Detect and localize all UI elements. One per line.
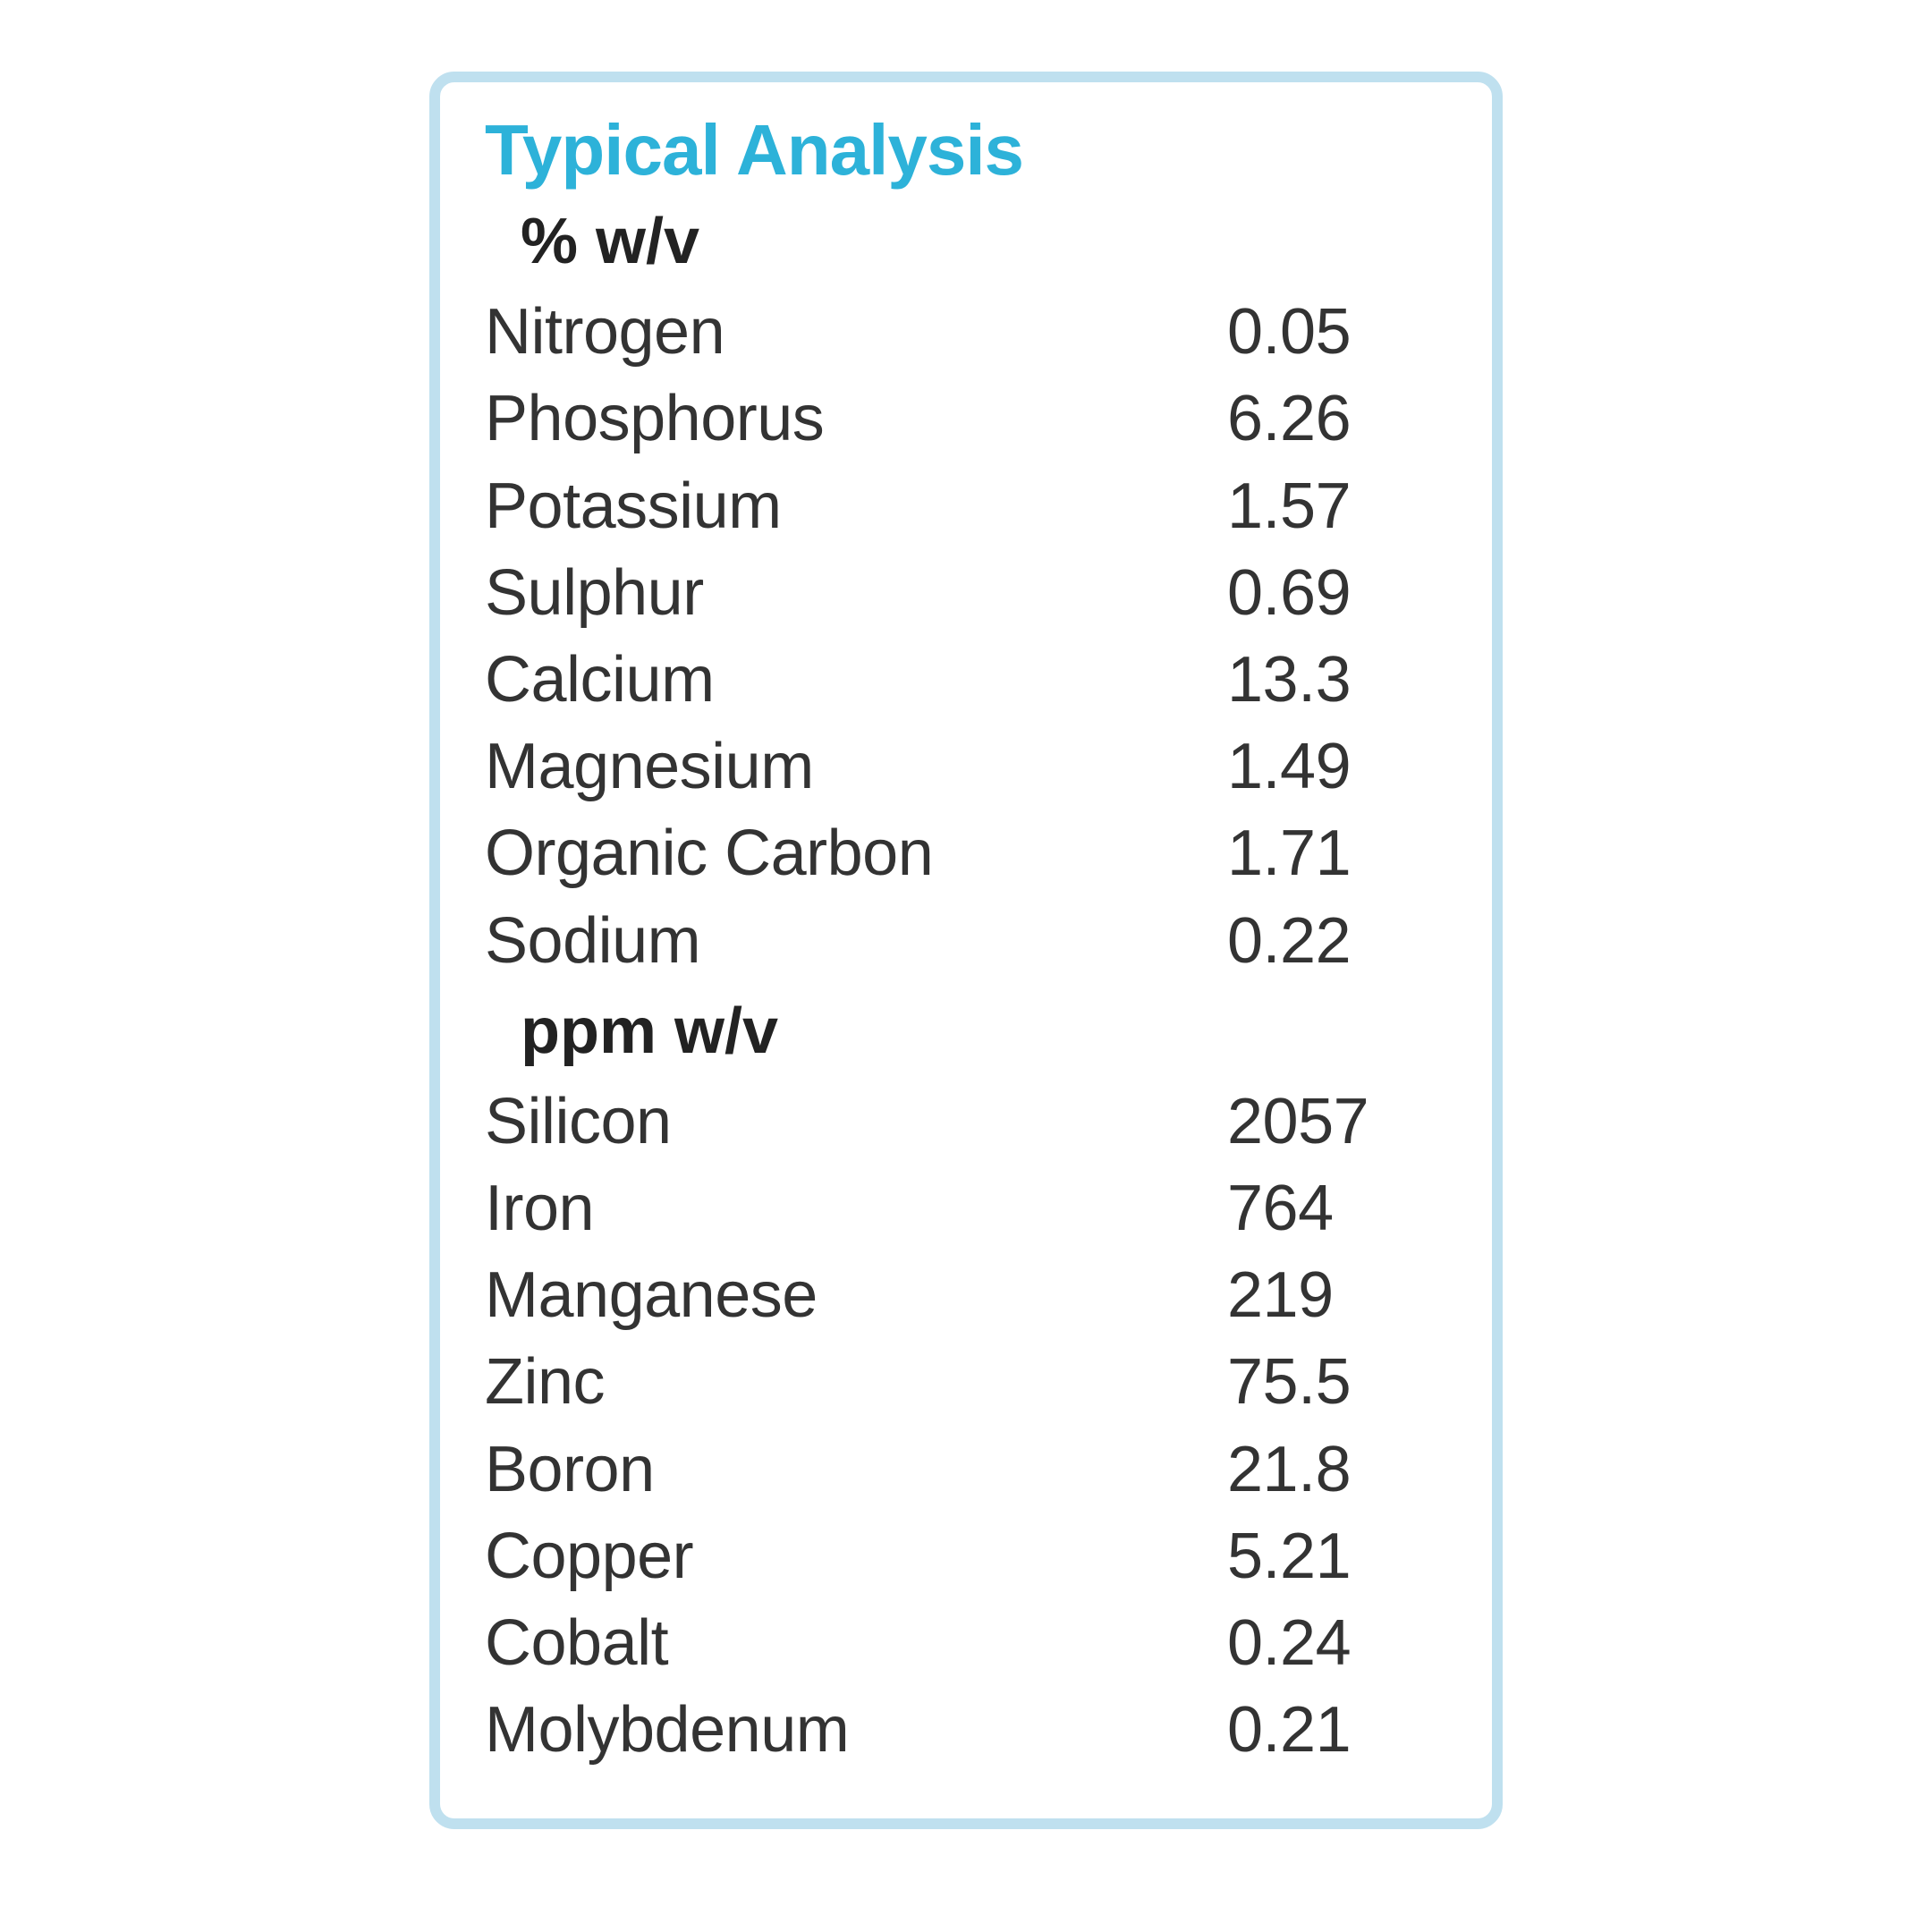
- element-label: Sodium: [485, 898, 1227, 985]
- element-value: 1.49: [1227, 724, 1351, 810]
- table-row: Organic Carbon1.71: [485, 810, 1447, 897]
- table-row: Boron21.8: [485, 1427, 1447, 1513]
- element-label: Sulphur: [485, 550, 1227, 637]
- table-row: Manganese219: [485, 1252, 1447, 1339]
- element-label: Zinc: [485, 1339, 1227, 1426]
- element-value: 0.69: [1227, 550, 1351, 637]
- element-value: 0.22: [1227, 898, 1351, 985]
- element-value: 764: [1227, 1165, 1334, 1252]
- analysis-panel: Typical Analysis % w/v Nitrogen0.05 Phos…: [429, 72, 1503, 1829]
- table-row: Calcium13.3: [485, 637, 1447, 724]
- element-label: Organic Carbon: [485, 810, 1227, 897]
- element-label: Potassium: [485, 463, 1227, 550]
- element-value: 21.8: [1227, 1427, 1351, 1513]
- element-value: 1.71: [1227, 810, 1351, 897]
- element-label: Boron: [485, 1427, 1227, 1513]
- section-header-ppm: ppm w/v: [485, 988, 1447, 1075]
- table-row: Sodium0.22: [485, 898, 1447, 985]
- element-value: 219: [1227, 1252, 1334, 1339]
- section-header-percent: % w/v: [485, 199, 1447, 285]
- element-value: 2057: [1227, 1079, 1368, 1165]
- table-row: Phosphorus6.26: [485, 376, 1447, 462]
- table-row: Potassium1.57: [485, 463, 1447, 550]
- table-row: Cobalt0.24: [485, 1600, 1447, 1687]
- element-label: Iron: [485, 1165, 1227, 1252]
- panel-title: Typical Analysis: [485, 109, 1447, 191]
- table-row: Molybdenum0.21: [485, 1687, 1447, 1774]
- element-label: Calcium: [485, 637, 1227, 724]
- element-value: 0.21: [1227, 1687, 1351, 1774]
- element-label: Manganese: [485, 1252, 1227, 1339]
- element-value: 75.5: [1227, 1339, 1351, 1426]
- element-value: 13.3: [1227, 637, 1351, 724]
- element-value: 0.24: [1227, 1600, 1351, 1687]
- table-row: Silicon2057: [485, 1079, 1447, 1165]
- table-row: Zinc75.5: [485, 1339, 1447, 1426]
- element-value: 5.21: [1227, 1513, 1351, 1600]
- element-label: Silicon: [485, 1079, 1227, 1165]
- table-row: Nitrogen0.05: [485, 289, 1447, 376]
- element-label: Molybdenum: [485, 1687, 1227, 1774]
- table-row: Sulphur0.69: [485, 550, 1447, 637]
- element-value: 0.05: [1227, 289, 1351, 376]
- table-row: Magnesium1.49: [485, 724, 1447, 810]
- element-label: Copper: [485, 1513, 1227, 1600]
- element-value: 6.26: [1227, 376, 1351, 462]
- element-label: Cobalt: [485, 1600, 1227, 1687]
- element-label: Magnesium: [485, 724, 1227, 810]
- element-label: Nitrogen: [485, 289, 1227, 376]
- table-row: Copper5.21: [485, 1513, 1447, 1600]
- table-row: Iron764: [485, 1165, 1447, 1252]
- element-value: 1.57: [1227, 463, 1351, 550]
- element-label: Phosphorus: [485, 376, 1227, 462]
